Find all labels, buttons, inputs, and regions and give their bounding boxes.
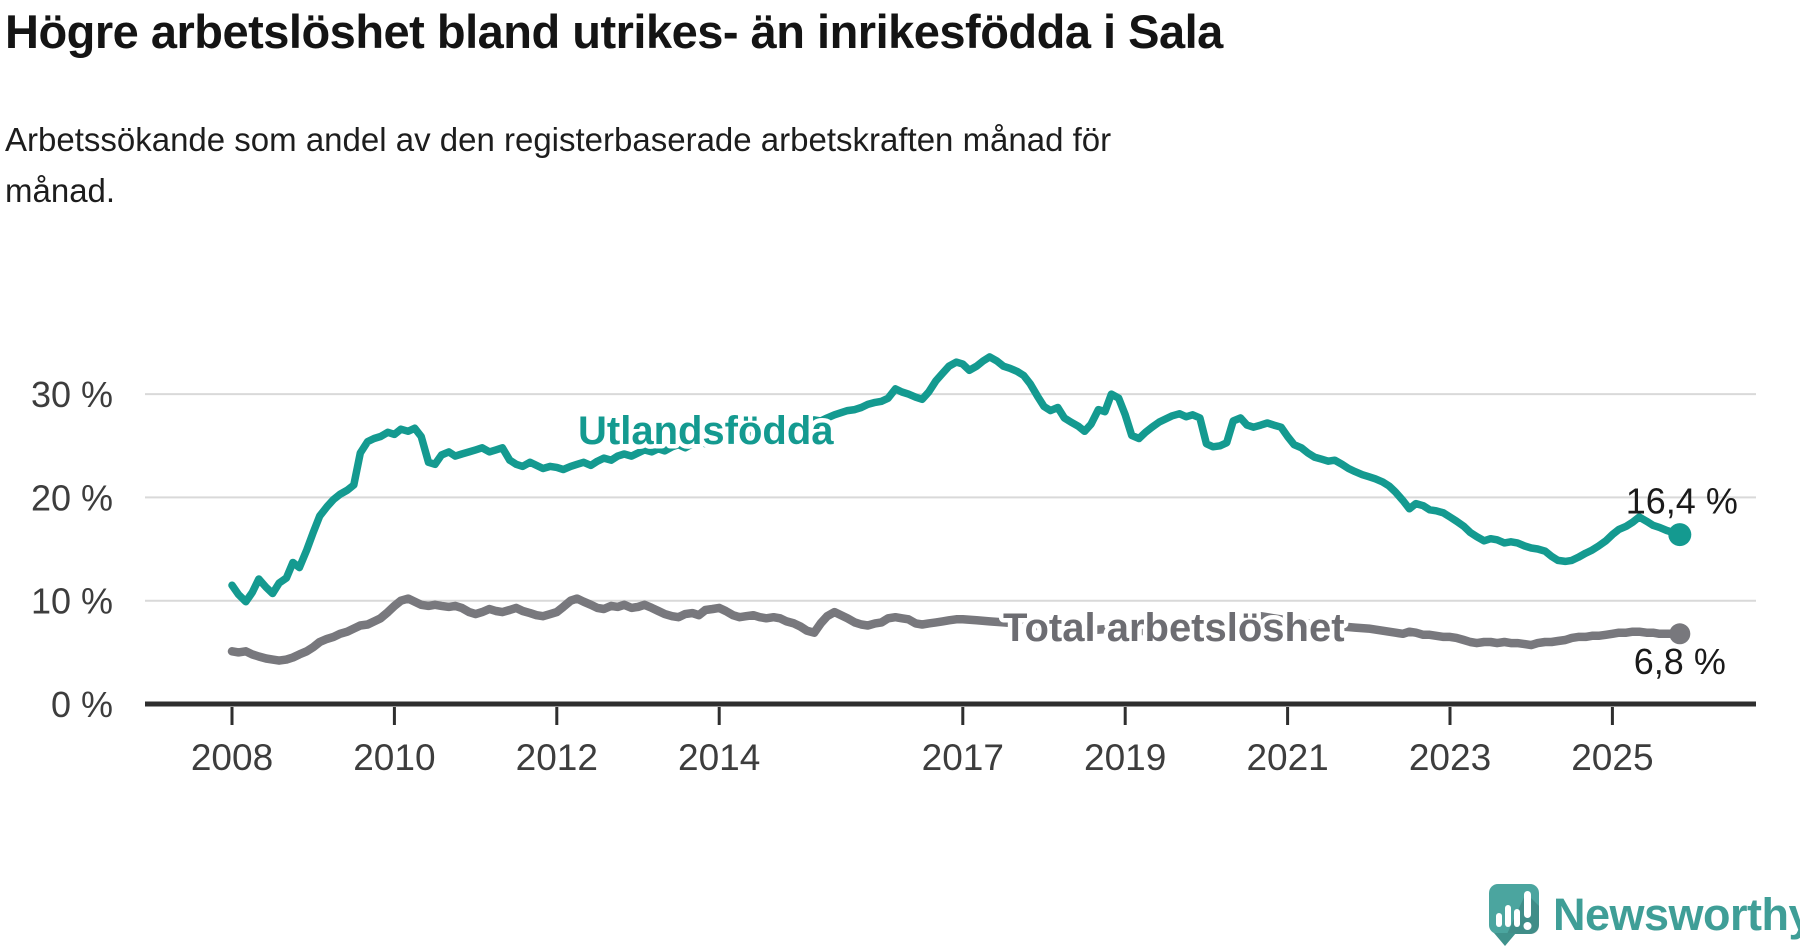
chart-subtitle-line1: Arbetssökande som andel av den registerb… — [5, 121, 1112, 158]
x-tick-label: 2023 — [1409, 737, 1491, 778]
y-tick-label: 30 % — [31, 374, 113, 415]
x-tick-label: 2008 — [191, 737, 273, 778]
x-tick-label: 2014 — [678, 737, 760, 778]
series-end-dot — [1669, 623, 1691, 645]
x-tick-label: 2025 — [1571, 737, 1653, 778]
series-end-value-label: 6,8 % — [1634, 641, 1726, 682]
x-tick-label: 2012 — [516, 737, 598, 778]
x-tick-label: 2010 — [353, 737, 435, 778]
y-tick-label: 0 % — [51, 684, 113, 725]
series-label-total-arbetsloshet: Total arbetslöshet — [1003, 606, 1345, 650]
x-tick-label: 2019 — [1084, 737, 1166, 778]
series-line-utlandsfodda — [228, 353, 1684, 606]
speech-bubble-bar-chart-icon — [1489, 884, 1539, 946]
series-label-utlandsfodda: Utlandsfödda — [578, 409, 834, 453]
chart-subtitle-line2: månad. — [5, 172, 116, 210]
x-tick-label: 2017 — [922, 737, 1004, 778]
y-tick-label: 10 % — [31, 581, 113, 622]
newsworthy-logo: Newsworthy — [1488, 884, 1800, 946]
series-end-value-label: 16,4 % — [1626, 481, 1738, 522]
newsworthy-logo-text: Newsworthy — [1553, 889, 1800, 940]
chart-subtitle: Arbetssökande som andel av den registerb… — [5, 114, 1111, 216]
page-title: Högre arbetslöshet bland utrikes- än inr… — [5, 5, 1223, 58]
series-line-total-arbetsloshet — [227, 594, 1685, 665]
y-tick-label: 20 % — [31, 477, 113, 518]
x-tick-label: 2021 — [1246, 737, 1328, 778]
series-end-dot — [1668, 523, 1692, 547]
